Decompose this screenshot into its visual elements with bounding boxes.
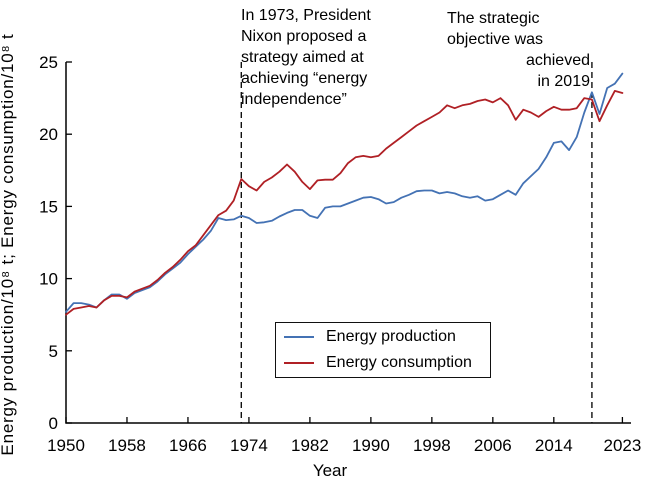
y-tick-label: 10 xyxy=(39,270,58,289)
y-tick-label: 15 xyxy=(39,197,58,216)
legend: Energy production Energy consumption xyxy=(275,322,491,378)
consumption-line xyxy=(65,90,624,316)
legend-item-consumption: Energy consumption xyxy=(276,355,490,371)
x-tick-label: 2023 xyxy=(603,436,641,455)
x-tick-label: 2006 xyxy=(474,436,512,455)
annotation-line: achieved xyxy=(525,52,590,69)
annotation-line: achieving “energy xyxy=(241,70,368,87)
x-tick-label: 2014 xyxy=(535,436,573,455)
legend-line-sample-consumption xyxy=(284,362,314,364)
y-tick-label: 0 xyxy=(49,414,58,433)
x-tick-label: 1950 xyxy=(47,436,85,455)
annotation-line: strategy aimed at xyxy=(241,49,364,66)
annotation-1973: In 1973, President Nixon proposed a stra… xyxy=(241,5,371,110)
legend-label-consumption: Energy consumption xyxy=(326,354,472,371)
y-tick-label: 5 xyxy=(49,342,58,361)
annotation-line: in 2019 xyxy=(537,73,591,90)
x-tick-label: 1958 xyxy=(108,436,146,455)
legend-line-sample-production xyxy=(284,336,314,338)
annotation-line: Nixon proposed a xyxy=(241,28,367,45)
legend-label-production: Energy production xyxy=(326,328,456,345)
x-tick-label: 1998 xyxy=(413,436,451,455)
annotation-line: independence” xyxy=(241,91,347,108)
x-tick-label: 1990 xyxy=(352,436,390,455)
y-tick-label: 20 xyxy=(39,125,58,144)
production-line xyxy=(65,72,624,313)
legend-item-production: Energy production xyxy=(276,329,490,345)
x-axis-title: Year xyxy=(312,461,348,480)
x-tick-label: 1982 xyxy=(291,436,329,455)
annotation-line: The strategic xyxy=(447,10,540,27)
annotation-line: In 1973, President xyxy=(241,7,371,24)
annotation-line: objective was xyxy=(447,31,544,48)
x-tick-label: 1966 xyxy=(169,436,207,455)
y-axis-title: Energy production/10⁸ t; Energy consumpt… xyxy=(0,33,17,456)
annotation-2019: The strategic objective was achieved in … xyxy=(447,8,590,92)
y-tick-label: 25 xyxy=(39,53,58,72)
x-tick-label: 1974 xyxy=(230,436,268,455)
